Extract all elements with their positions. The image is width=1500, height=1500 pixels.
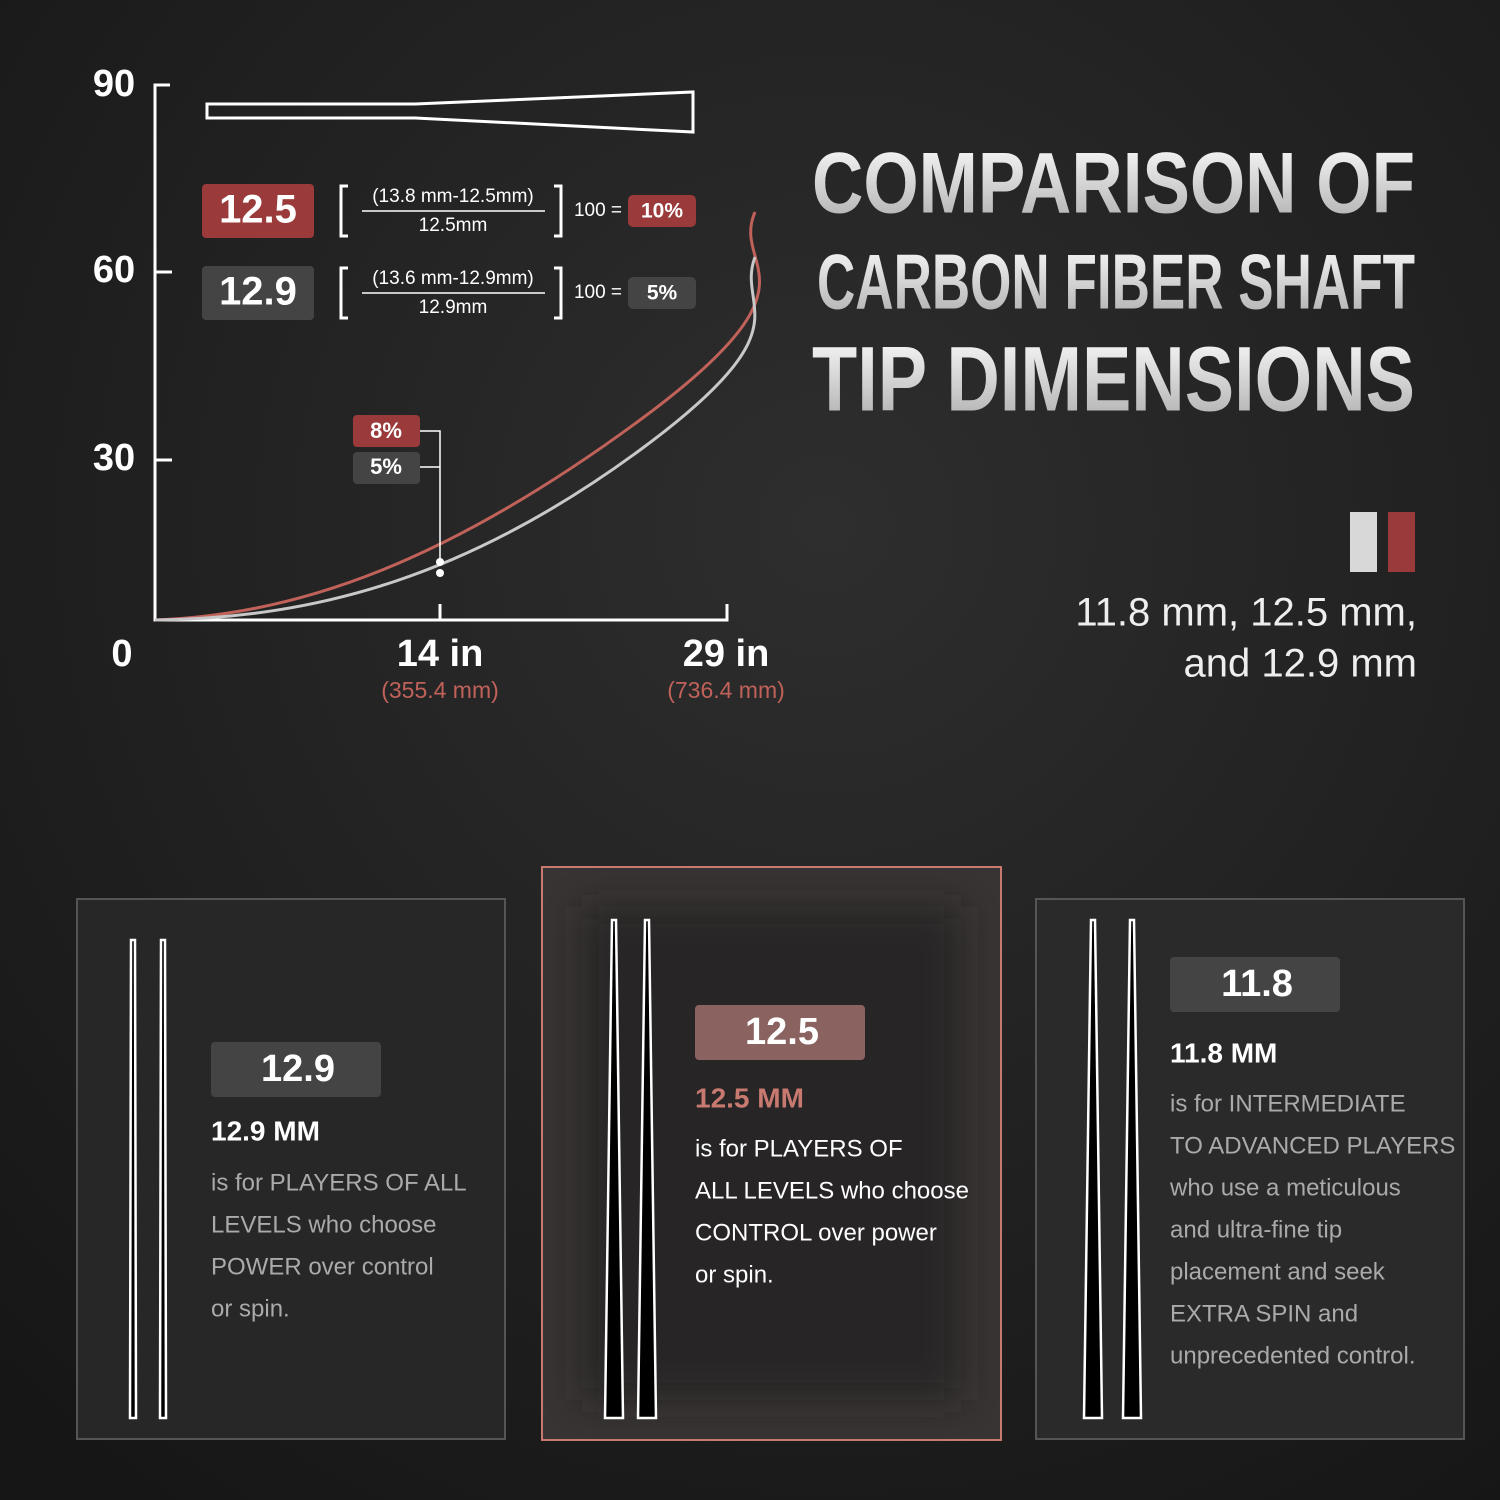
shaft-icon	[603, 918, 625, 1420]
badge	[695, 1005, 865, 1060]
card-text: POWER over control	[211, 1253, 434, 1280]
callout-box	[353, 415, 420, 447]
x-label: 29 in	[683, 633, 770, 675]
badge	[1170, 957, 1340, 1012]
card-text: or spin.	[695, 1261, 774, 1288]
badge-label: 12.9	[261, 1048, 335, 1090]
x-label: 14 in	[397, 633, 484, 675]
card-text: is for INTERMEDIATE	[1170, 1090, 1406, 1117]
result: 10%	[641, 200, 683, 223]
y-label: 90	[93, 63, 135, 105]
sizes: 11.8 mm, 12.5 mm,	[1075, 591, 1417, 635]
point	[436, 558, 444, 566]
x-sublabel: (736.4 mm)	[667, 677, 785, 703]
badge	[202, 266, 314, 320]
y-label: 30	[93, 437, 135, 479]
card-text: TO ADVANCED PLAYERS	[1170, 1132, 1455, 1159]
card-text: is for PLAYERS OF	[695, 1135, 903, 1162]
title-line: TIP DIMENSIONS	[812, 328, 1415, 430]
denominator: 12.9mm	[419, 297, 488, 318]
callout: 8%	[370, 418, 402, 443]
callout: 5%	[370, 454, 402, 479]
shaft-icon	[1082, 918, 1104, 1420]
result: 5%	[647, 282, 678, 305]
bracket	[554, 266, 563, 320]
bracket	[554, 184, 563, 238]
card-heading: 12.5 MM	[695, 1082, 804, 1113]
card-text: who use a meticulous	[1169, 1174, 1401, 1201]
point	[436, 569, 444, 577]
swatch	[1388, 512, 1415, 572]
bracket	[339, 184, 348, 238]
shaft-profile	[205, 90, 695, 134]
card-text: EXTRA SPIN and	[1170, 1300, 1358, 1327]
x-sublabel: (355.4 mm)	[381, 677, 499, 703]
result-box	[628, 195, 696, 227]
bracket	[339, 266, 348, 320]
card-text: CONTROL over power	[695, 1219, 937, 1246]
card-heading: 11.8 MM	[1170, 1037, 1277, 1068]
card-text: is for PLAYERS OF ALL	[211, 1169, 467, 1196]
cards: 12.9 12.9 MM is for PLAYERS OF ALL LEVELS w…	[76, 866, 1465, 1441]
sizes: and 12.9 mm	[1184, 642, 1417, 686]
shaft-icon	[128, 938, 138, 1420]
swatch	[1350, 512, 1377, 572]
badge	[211, 1042, 381, 1097]
y-label: 0	[111, 633, 132, 675]
shaft-icon	[1121, 918, 1143, 1420]
chart: 90 60 30 0 14 in (355.4 mm) 29 in (736.4…	[93, 63, 785, 703]
card-text: placement and seek	[1170, 1258, 1386, 1285]
multiplier: 100 =	[574, 282, 622, 303]
y-label: 60	[93, 249, 135, 291]
numerator: (13.6 mm-12.9mm)	[372, 268, 534, 289]
curve-12-5	[154, 211, 761, 622]
badge-label: 11.8	[1221, 963, 1293, 1005]
curve-12-9	[154, 256, 757, 622]
callout-box	[353, 452, 420, 484]
card-text: ALL LEVELS who choose	[695, 1177, 969, 1204]
denominator: 12.5mm	[419, 215, 488, 236]
card	[76, 898, 506, 1440]
card-text: and ultra-fine tip	[1170, 1216, 1342, 1243]
multiplier: 100 =	[574, 200, 622, 221]
title-line: CARBON FIBER SHAFT	[817, 238, 1415, 326]
title: COMPARISON OF CARBON FIBER SHAFT TIP DIM…	[812, 136, 1415, 431]
numerator: (13.8 mm-12.5mm)	[372, 186, 534, 207]
card-heading: 12.9 MM	[211, 1115, 320, 1146]
result-box	[628, 277, 696, 309]
shaft-icon	[636, 918, 658, 1420]
badge-label: 12.9	[219, 270, 297, 314]
card-text: LEVELS who choose	[211, 1211, 436, 1238]
card-text: unprecedented control.	[1170, 1342, 1416, 1369]
title-line: COMPARISON OF	[812, 136, 1415, 232]
leader	[420, 430, 441, 562]
badge-label: 12.5	[219, 188, 297, 232]
badge	[202, 184, 314, 238]
shaft-icon	[158, 938, 168, 1420]
badge-label: 12.5	[745, 1011, 819, 1053]
card-text: or spin.	[211, 1295, 290, 1322]
